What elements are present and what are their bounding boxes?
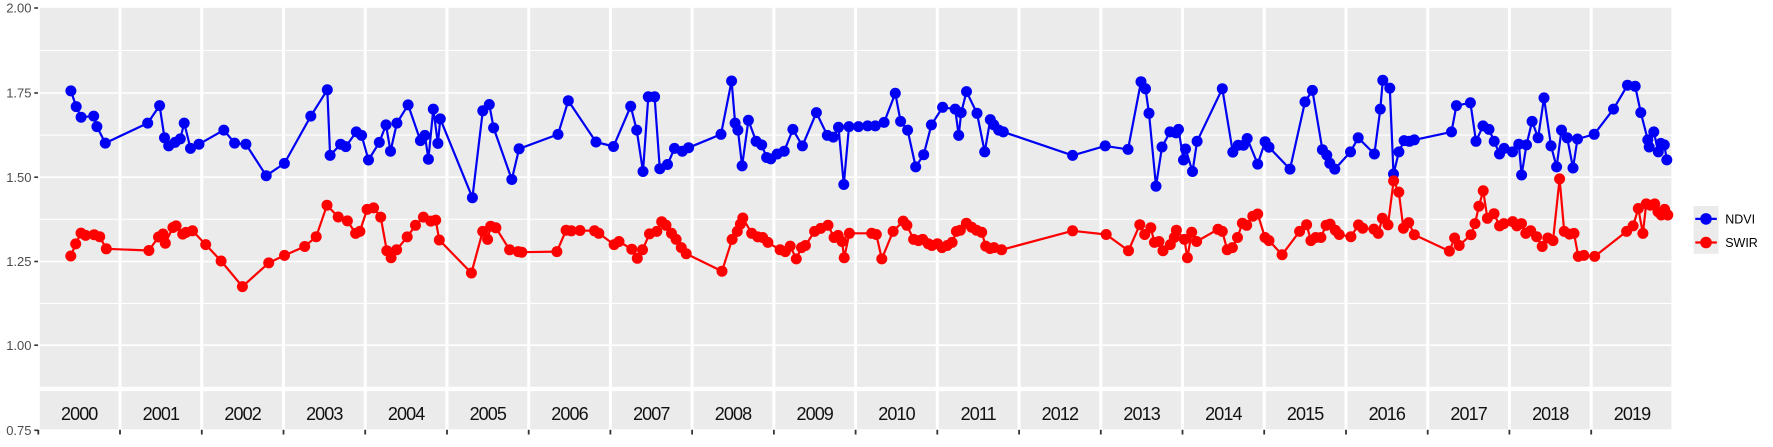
svg-text:2012: 2012 [1042, 404, 1079, 424]
svg-text:2003: 2003 [306, 404, 343, 424]
svg-text:2.00: 2.00 [6, 1, 31, 16]
svg-text:2013: 2013 [1123, 404, 1160, 424]
svg-text:1.25: 1.25 [6, 254, 31, 269]
svg-text:NDVI: NDVI [1725, 213, 1755, 227]
svg-text:2010: 2010 [878, 404, 915, 424]
svg-text:2005: 2005 [470, 404, 507, 424]
svg-text:0.75: 0.75 [6, 423, 31, 438]
svg-text:2000: 2000 [61, 404, 98, 424]
svg-text:2016: 2016 [1369, 404, 1406, 424]
svg-text:1.50: 1.50 [6, 170, 31, 185]
svg-text:2011: 2011 [961, 404, 997, 424]
svg-text:SWIR: SWIR [1725, 236, 1758, 250]
svg-text:2009: 2009 [796, 404, 833, 424]
svg-text:2017: 2017 [1450, 404, 1487, 424]
svg-text:2001: 2001 [143, 404, 180, 424]
svg-text:2018: 2018 [1532, 404, 1569, 424]
svg-text:2014: 2014 [1205, 404, 1242, 424]
svg-text:2019: 2019 [1614, 404, 1651, 424]
svg-text:1.75: 1.75 [6, 86, 31, 101]
svg-text:2007: 2007 [633, 404, 670, 424]
svg-text:2006: 2006 [551, 404, 588, 424]
svg-text:2015: 2015 [1287, 404, 1324, 424]
svg-text:2008: 2008 [715, 404, 752, 424]
svg-text:2004: 2004 [388, 404, 425, 424]
svg-text:2002: 2002 [224, 404, 261, 424]
svg-text:1.00: 1.00 [6, 338, 31, 353]
